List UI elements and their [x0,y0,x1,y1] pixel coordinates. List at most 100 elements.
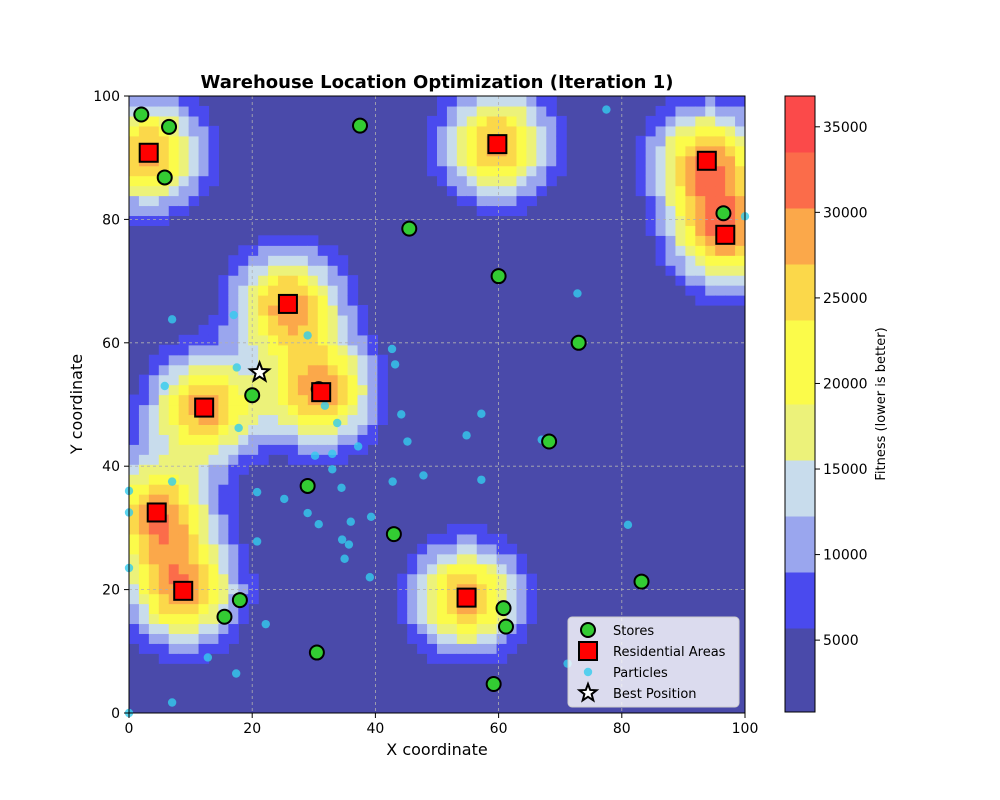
heatmap-cell [287,245,299,256]
colorbar-tick-label: 20000 [823,376,868,392]
heatmap-cell [188,394,200,406]
heatmap-cell [208,464,220,475]
y-tick-label: 0 [111,706,120,722]
heatmap-cell [297,434,309,445]
heatmap-cell [188,145,200,157]
heatmap-cell [437,623,448,634]
heatmap-cell [198,504,210,515]
heatmap-cell [238,275,249,286]
heatmap-cell [516,633,528,644]
heatmap-cell [297,324,309,336]
heatmap-cell [238,613,249,625]
heatmap-cell [188,573,200,585]
heatmap-cell [148,175,160,187]
heatmap-cell [705,105,716,117]
heatmap-cell [287,454,299,465]
heatmap-cell [297,354,309,366]
heatmap-cell [228,354,239,366]
heatmap-cell [268,424,279,435]
heatmap-cell [178,553,190,565]
heatmap-cell [476,155,488,167]
heatmap-cell [287,285,299,296]
heatmap-cell [248,334,259,346]
heatmap-cell [208,474,220,485]
heatmap-cell [138,523,150,535]
heatmap-cell [446,633,458,644]
heatmap-cell [456,165,468,177]
heatmap-cell [307,404,319,416]
heatmap-cell [138,414,150,426]
heatmap-cell [198,324,210,336]
heatmap-cell [327,404,339,416]
heatmap-cell [466,195,478,207]
heatmap-cell [516,115,528,127]
heatmap-cell [466,623,478,634]
heatmap-cell [536,135,547,147]
heatmap-cell [218,404,229,416]
heatmap-cell [417,643,428,654]
heatmap-cell [725,215,736,226]
heatmap-cell [725,165,736,177]
heatmap-cell [238,563,249,575]
heatmap-cell [347,295,359,306]
heatmap-cell [506,583,518,595]
heatmap-cell [287,434,299,445]
heatmap-cell [198,613,210,625]
heatmap-cell [158,573,170,585]
heatmap-cell [138,643,150,654]
heatmap-cell [735,185,745,197]
heatmap-cell [198,523,210,535]
heatmap-cell [735,215,745,226]
heatmap-cell [715,185,726,197]
heatmap-cell [715,215,726,226]
heatmap-cell [446,603,458,615]
colorbar-band [785,96,815,125]
heatmap-cell [506,115,518,127]
heatmap-cell [258,394,269,406]
heatmap-cell [506,145,518,157]
heatmap-cell [407,633,418,644]
heatmap-cell [685,265,696,276]
heatmap-cell [138,215,150,226]
heatmap-cell [168,494,180,505]
heatmap-cell [238,454,249,465]
heatmap-cell [148,354,160,366]
heatmap-cell [635,135,647,147]
heatmap-cell [357,314,369,326]
heatmap-cell [268,304,279,316]
heatmap-cell [228,285,239,296]
heatmap-cell [178,444,190,455]
heatmap-cell [645,175,657,187]
data-marks [124,105,750,718]
heatmap-cell [675,245,686,256]
heatmap-cell [208,364,220,376]
store-point [497,618,514,635]
heatmap-cell [278,374,289,386]
x-tick-label: 40 [366,721,384,737]
heatmap-cell [297,424,309,435]
heatmap-cell [307,434,319,445]
heatmap-cell [446,175,458,187]
heatmap-cell [278,285,289,296]
heatmap-cell [337,384,349,396]
heatmap-cell [446,613,458,625]
heatmap-cell [307,354,319,366]
heatmap-cell [437,653,448,664]
heatmap-cell [148,543,160,555]
heatmap-cell [705,255,716,266]
heatmap-cell [446,105,458,117]
heatmap-cell [297,344,309,356]
heatmap-cell [188,374,200,386]
heatmap-cell [437,165,448,177]
heatmap-cell [685,175,696,187]
heatmap-cell [665,135,677,147]
heatmap-cell [486,653,498,664]
colorbar-band [785,348,815,377]
heatmap-cell [506,125,518,137]
heatmap-cell [198,533,210,545]
colorbar-band [785,236,815,265]
heatmap-cell [645,215,657,226]
heatmap-cell [268,255,279,266]
heatmap-cell [556,165,567,177]
heatmap-cell [337,255,349,266]
